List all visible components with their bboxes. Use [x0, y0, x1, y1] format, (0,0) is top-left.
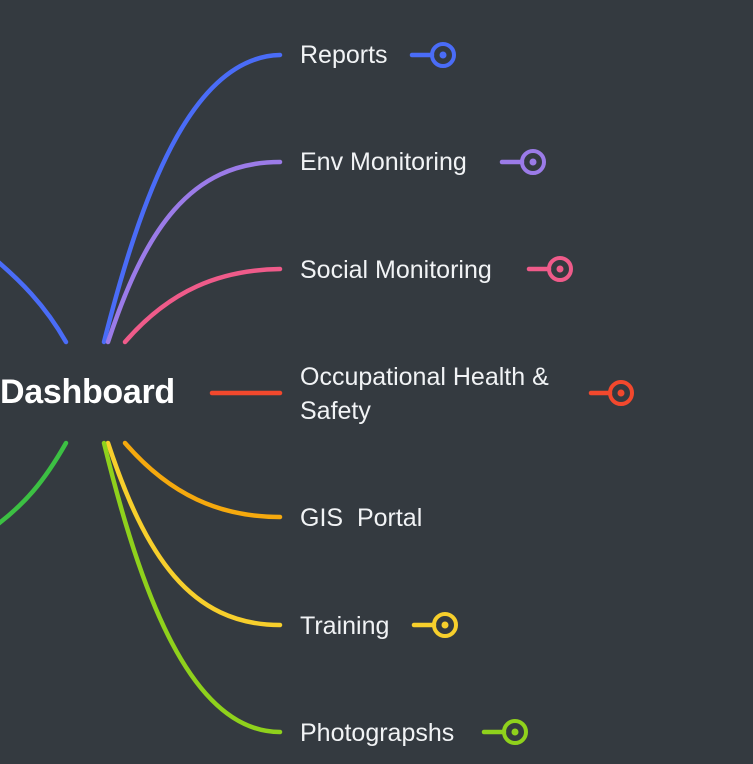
connector-training — [105, 440, 283, 628]
collapse-toggle-reports[interactable] — [409, 42, 456, 68]
connector-env-monitoring — [105, 159, 283, 345]
connector-offscreen-1 — [0, 260, 69, 345]
branch-label-social-monitoring[interactable]: Social Monitoring — [300, 256, 492, 284]
branch-label-reports[interactable]: Reports — [300, 41, 388, 69]
connector-offscreen-2 — [0, 440, 69, 526]
connector-social-monitoring — [122, 266, 283, 345]
branch-label-occupational-health-safety[interactable]: Occupational Health & Safety — [300, 363, 549, 425]
collapse-toggle-social-monitoring[interactable] — [526, 256, 573, 282]
connector-gis-portal — [122, 440, 283, 520]
central-topic[interactable]: Dashboard — [0, 373, 175, 411]
collapse-toggle-photographs[interactable] — [481, 719, 528, 745]
connector-photographs — [101, 440, 283, 735]
collapse-toggle-env-monitoring[interactable] — [499, 149, 546, 175]
branch-label-gis-portal[interactable]: GIS Portal — [300, 504, 423, 532]
branch-label-photographs[interactable]: Photograpshs — [300, 719, 455, 747]
branch-connectors — [0, 52, 283, 735]
branch-label-training[interactable]: Training — [300, 612, 390, 640]
branch-label-env-monitoring[interactable]: Env Monitoring — [300, 148, 467, 176]
collapse-toggle-occupational-health-safety[interactable] — [588, 380, 634, 406]
collapse-toggle-training[interactable] — [411, 612, 458, 638]
connector-reports — [101, 52, 283, 345]
collapse-toggles[interactable] — [409, 42, 634, 745]
